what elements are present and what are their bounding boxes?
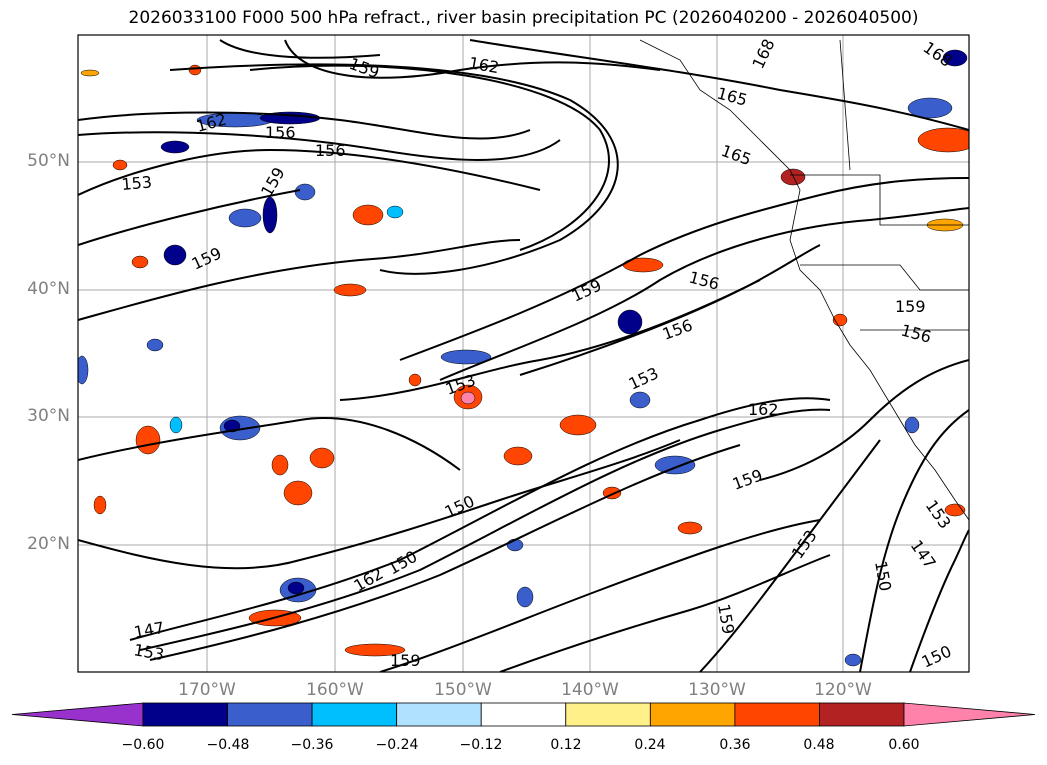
coastlines xyxy=(639,39,969,521)
contour-label: 156 xyxy=(265,123,296,142)
lat-label: 50°N xyxy=(27,151,70,171)
colorbar-box xyxy=(565,702,651,727)
contour-label: 168 xyxy=(748,36,778,72)
colorbar-tick-label: 0.48 xyxy=(803,737,835,753)
contour-label: 153 xyxy=(922,496,955,532)
colorbar-box xyxy=(649,702,736,727)
colorbar-box xyxy=(819,702,905,727)
contour-label: 159 xyxy=(257,164,289,200)
lat-label: 40°N xyxy=(27,279,70,299)
colorbar-tick-label: −0.24 xyxy=(375,737,419,753)
colorbar-tick-label: 0.60 xyxy=(888,737,920,753)
contour-label: 159 xyxy=(730,465,765,493)
contour-label: 162 xyxy=(194,110,228,136)
colorbar-tick-label: −0.36 xyxy=(290,737,334,753)
colorbar-extend-high xyxy=(903,702,1036,727)
colorbar-box xyxy=(227,702,313,727)
contour-label: 156 xyxy=(315,141,346,160)
refractivity-contours xyxy=(78,39,969,672)
contour-label: 150 xyxy=(442,491,478,521)
contour-label: 165 xyxy=(715,84,749,110)
lon-label: 130°W xyxy=(688,680,746,700)
contour-label: 165 xyxy=(719,141,754,169)
contour-label: 150 xyxy=(919,641,955,671)
lon-label: 160°W xyxy=(306,680,364,700)
colorbar-extend-low xyxy=(11,702,144,727)
contour-label: 153 xyxy=(626,363,662,393)
lon-label: 140°W xyxy=(561,680,619,700)
colorbar-tick-label: 0.12 xyxy=(550,737,582,753)
contour-label: 147 xyxy=(132,618,165,642)
contour-label: 162 xyxy=(748,400,779,419)
colorbar-tick-label: −0.60 xyxy=(121,737,165,753)
colorbar-box xyxy=(142,702,228,727)
colorbar-tick-label: −0.48 xyxy=(206,737,250,753)
colorbar xyxy=(11,702,1036,727)
contour-label-group: 159 162 165 168 168 165 162 156 156 159 … xyxy=(121,36,956,672)
lon-label: 150°W xyxy=(434,680,492,700)
contour-label: 159 xyxy=(390,651,421,670)
contour-label: 153 xyxy=(121,172,153,194)
colorbar-box xyxy=(480,702,567,727)
lon-label: 120°W xyxy=(814,680,872,700)
contour-label: 168 xyxy=(920,38,956,71)
colorbar-box xyxy=(396,702,482,727)
contour-label: 159 xyxy=(895,297,926,316)
contour-label: 156 xyxy=(660,315,695,343)
colorbar-box xyxy=(734,702,820,727)
plot-frame xyxy=(77,34,970,673)
contour-label: 147 xyxy=(907,536,940,572)
colorbar-box xyxy=(311,702,398,727)
contour-label: 159 xyxy=(347,54,382,82)
gridlines xyxy=(78,35,969,672)
contour-label: 156 xyxy=(899,321,933,347)
contour-label: 159 xyxy=(569,275,605,305)
map-title: 2026033100 F000 500 hPa refract., river … xyxy=(128,8,919,28)
contour-label: 159 xyxy=(714,602,738,635)
colorbar-tick-label: −0.12 xyxy=(459,737,503,753)
contour-label: 150 xyxy=(871,559,895,592)
contour-label: 153 xyxy=(132,640,165,664)
lat-label: 20°N xyxy=(27,534,70,554)
precip-patches xyxy=(78,49,969,667)
lat-label: 30°N xyxy=(27,406,70,426)
colorbar-tick-label: 0.36 xyxy=(719,737,751,753)
colorbar-tick-label: 0.24 xyxy=(634,737,666,753)
contour-label: 162 xyxy=(351,564,387,596)
lon-label: 170°W xyxy=(178,680,236,700)
